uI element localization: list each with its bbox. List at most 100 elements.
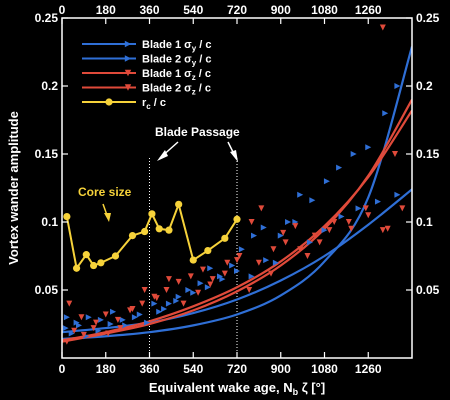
core-size-point [189, 256, 197, 264]
scatter-point-blade1_z [258, 205, 265, 212]
core-size-point [204, 246, 212, 255]
scatter-point-blade2_z [348, 225, 355, 232]
scatter-point-blade1_z [114, 316, 121, 323]
x-tick-label-top: 180 [96, 3, 116, 17]
scatter-point-blade2_z [331, 219, 338, 225]
scatter-point-blade1_y [260, 224, 267, 231]
scatter-point-blade1_z [163, 287, 170, 293]
scatter-point-blade1_y [350, 151, 357, 157]
core-size-point [165, 226, 173, 234]
scatter-point-blade2_y [394, 191, 401, 198]
scatter-point-blade2_z [165, 276, 172, 283]
scatter-points [62, 24, 406, 345]
scatter-point-blade1_z [297, 246, 304, 253]
scatter-point-blade1_y [309, 197, 316, 204]
scatter-point-blade2_z [234, 257, 240, 264]
core-size-series [63, 200, 241, 272]
x-tick-label-top: 1080 [311, 3, 338, 17]
scatter-point-blade1_y [68, 330, 75, 337]
scatter-point-blade1_z [139, 300, 146, 307]
x-tick-label-bottom: 720 [227, 362, 247, 376]
x-tick-label-top: 720 [227, 3, 247, 17]
scatter-point-blade1_z [63, 338, 70, 345]
scatter-point-blade2_y [190, 289, 197, 296]
legend-swatch-marker [124, 84, 132, 91]
scatter-point-blade2_y [234, 267, 240, 274]
scatter-point-blade1_y [323, 178, 330, 185]
core-size-point [175, 200, 183, 208]
y-tick-label-right: 0.1 [416, 215, 433, 229]
scatter-point-blade1_y [297, 191, 304, 198]
scatter-point-blade2_y [63, 314, 70, 321]
core-size-point [128, 232, 137, 240]
scatter-point-blade2_z [280, 229, 287, 236]
scatter-point-blade2_y [73, 319, 80, 326]
scatter-point-blade2_z [304, 253, 311, 259]
scatter-point-blade1_z [282, 239, 289, 246]
scatter-point-blade1_z [224, 259, 231, 266]
blade-passage-annotation: Blade Passage [155, 125, 240, 139]
scatter-point-blade1_z [345, 219, 352, 225]
scatter-point-blade2_y [219, 276, 226, 283]
scatter-point-blade2_z [384, 225, 391, 232]
scatter-point-blade1_y [144, 319, 151, 326]
scatter-point-blade2_z [316, 239, 323, 246]
scatter-point-blade1_y [197, 280, 204, 287]
scatter-point-blade2_z [207, 281, 214, 288]
core-size-annotation: Core size [78, 185, 132, 199]
scatter-point-blade1_y [285, 219, 292, 225]
scatter-point-blade2_z [66, 300, 73, 307]
scatter-point-blade1_z [326, 227, 333, 234]
core-size-point [111, 252, 120, 260]
scatter-point-blade1_y [229, 262, 236, 269]
core-size-point [221, 234, 229, 242]
y-tick-label-left: 0.15 [35, 147, 59, 161]
scatter-point-blade2_z [105, 330, 112, 337]
blade-passage-arrowhead-right [230, 150, 238, 162]
scatter-point-blade1_z [102, 311, 109, 318]
y-tick-label-left: 0.1 [41, 215, 58, 229]
scatter-point-blade1_y [207, 265, 214, 272]
core-size-arrowhead [104, 213, 111, 222]
y-tick-label-right: 0.05 [416, 283, 440, 297]
x-tick-label-bottom: 900 [271, 362, 291, 376]
scatter-point-blade1_y [185, 287, 192, 293]
x-tick-label-bottom: 1260 [355, 362, 382, 376]
scatter-point-blade2_z [292, 223, 299, 230]
scatter-point-blade2_z [365, 212, 372, 219]
scatter-point-blade2_y [122, 322, 129, 329]
scatter-point-blade1_z [236, 253, 243, 259]
scatter-point-blade2_y [355, 205, 362, 212]
x-tick-label-bottom: 540 [183, 362, 203, 376]
scatter-point-blade2_y [204, 284, 211, 291]
x-tick-label-top: 1260 [355, 3, 382, 17]
scatter-point-blade2_z [195, 289, 202, 296]
legend-swatch-marker [105, 98, 113, 106]
scatter-point-blade2_y [321, 227, 328, 234]
scatter-point-blade1_z [209, 276, 216, 283]
legend-swatch-marker [124, 69, 132, 77]
scatter-point-blade1_y [272, 259, 279, 266]
scatter-point-blade2_z [78, 314, 85, 321]
scatter-point-blade2_z [153, 295, 160, 302]
y-tick-label-right: 0.2 [416, 79, 433, 93]
legend-entry-blade2_z: Blade 2 σz / c [142, 83, 211, 97]
scatter-point-blade2_z [141, 287, 148, 293]
scatter-point-blade1_y [175, 293, 182, 300]
blade-passage-arrowhead-left [157, 150, 168, 161]
core-size-point [89, 261, 98, 270]
x-axis-label: Equivalent wake age, Nb ζ [°] [149, 380, 325, 397]
legend-entry-blade1_z: Blade 1 σz / c [142, 68, 211, 82]
scatter-point-blade2_y [85, 314, 92, 321]
x-tick-label-top: 360 [139, 3, 159, 17]
scatter-point-blade2_y [97, 316, 104, 323]
y-tick-label-right: 0.25 [416, 11, 440, 25]
y-tick-label-right: 0.15 [416, 147, 440, 161]
y-tick-label-left: 0.05 [35, 283, 59, 297]
scatter-point-blade2_y [136, 311, 143, 318]
legend-swatch-marker [124, 55, 132, 62]
scatter-point-blade1_z [175, 278, 182, 285]
scatter-point-blade1_y [165, 300, 172, 307]
x-tick-label-top: 900 [271, 3, 291, 17]
